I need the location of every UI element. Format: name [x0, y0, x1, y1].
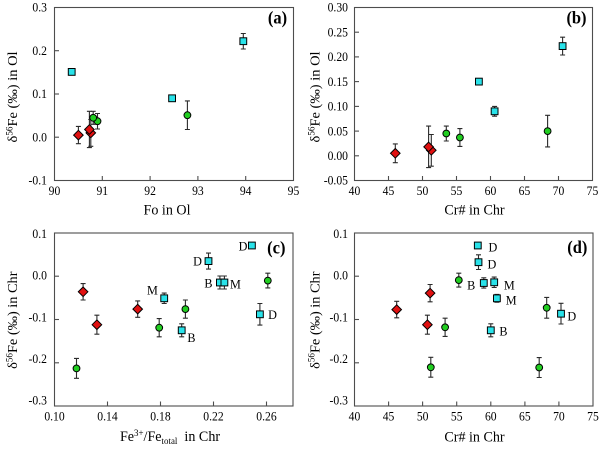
svg-text:60: 60: [485, 409, 497, 423]
svg-text:0.00: 0.00: [328, 149, 348, 163]
svg-text:75: 75: [587, 184, 599, 198]
svg-text:0.0: 0.0: [32, 268, 47, 282]
svg-text:M: M: [230, 277, 241, 291]
svg-text:δ56Fe (‰) in Ol: δ56Fe (‰) in Ol: [4, 51, 21, 142]
svg-text:(a): (a): [268, 8, 287, 28]
svg-text:0.30: 0.30: [328, 0, 348, 14]
svg-text:δ56Fe (‰) in Ol: δ56Fe (‰) in Ol: [307, 51, 324, 142]
svg-text:40: 40: [349, 184, 361, 198]
svg-text:D: D: [488, 240, 497, 254]
svg-text:B: B: [467, 278, 475, 292]
svg-text:90: 90: [49, 184, 61, 198]
svg-text:93: 93: [192, 184, 204, 198]
svg-text:D: D: [268, 308, 277, 322]
svg-text:-0.1: -0.1: [330, 310, 348, 324]
svg-text:-0.1: -0.1: [29, 310, 47, 324]
svg-text:94: 94: [240, 184, 252, 198]
svg-text:-0.05: -0.05: [324, 173, 348, 187]
svg-text:75: 75: [587, 409, 599, 423]
svg-text:0.14: 0.14: [97, 409, 117, 423]
svg-text:0.1: 0.1: [32, 227, 47, 241]
svg-text:70: 70: [553, 184, 565, 198]
svg-text:40: 40: [349, 409, 361, 423]
svg-text:B: B: [499, 324, 507, 338]
svg-text:0.10: 0.10: [44, 409, 64, 423]
svg-text:60: 60: [485, 184, 497, 198]
svg-text:(c): (c): [267, 238, 285, 258]
svg-text:0.05: 0.05: [328, 124, 348, 138]
svg-text:0.2: 0.2: [32, 44, 47, 58]
svg-text:-0.2: -0.2: [330, 352, 348, 366]
svg-text:65: 65: [519, 409, 531, 423]
svg-text:65: 65: [519, 184, 531, 198]
svg-text:45: 45: [383, 184, 395, 198]
svg-text:D: D: [239, 239, 248, 253]
svg-text:0.3: 0.3: [32, 0, 47, 14]
svg-text:(b): (b): [566, 8, 586, 28]
svg-text:δ56Fe (‰) in Chr: δ56Fe (‰) in Chr: [307, 271, 324, 369]
svg-text:0.18: 0.18: [150, 409, 170, 423]
svg-text:0.0: 0.0: [32, 130, 47, 144]
svg-text:D: D: [567, 309, 576, 323]
svg-text:Fo in Ol: Fo in Ol: [144, 202, 191, 218]
svg-text:-0.1: -0.1: [29, 173, 47, 187]
svg-text:δ56Fe (‰) in Chr: δ56Fe (‰) in Chr: [4, 271, 21, 369]
svg-text:0.20: 0.20: [328, 50, 348, 64]
svg-text:55: 55: [451, 184, 463, 198]
svg-text:0.10: 0.10: [328, 99, 348, 113]
svg-text:0.15: 0.15: [328, 74, 348, 88]
svg-text:B: B: [204, 276, 212, 290]
svg-text:45: 45: [383, 409, 395, 423]
svg-text:0.25: 0.25: [328, 25, 348, 39]
svg-text:B: B: [187, 331, 195, 345]
svg-text:M: M: [147, 283, 158, 297]
svg-text:Fe3+/Fetotal in Chr: Fe3+/Fetotal in Chr: [120, 428, 220, 446]
svg-text:Cr# in Chr: Cr# in Chr: [444, 202, 504, 218]
svg-text:92: 92: [144, 184, 156, 198]
svg-text:(d): (d): [567, 237, 587, 257]
svg-text:50: 50: [417, 409, 429, 423]
svg-text:0.1: 0.1: [333, 227, 348, 241]
svg-text:-0.3: -0.3: [29, 393, 47, 407]
svg-text:M: M: [506, 293, 517, 307]
svg-text:91: 91: [96, 184, 108, 198]
svg-text:95: 95: [288, 184, 300, 198]
svg-text:Cr# in Chr: Cr# in Chr: [444, 429, 504, 445]
svg-text:M: M: [504, 278, 515, 292]
svg-text:D: D: [487, 257, 496, 271]
svg-text:-0.2: -0.2: [29, 352, 47, 366]
svg-text:55: 55: [451, 409, 463, 423]
svg-text:D: D: [193, 254, 202, 268]
svg-text:0.26: 0.26: [256, 409, 276, 423]
svg-text:-0.3: -0.3: [330, 393, 348, 407]
svg-text:0.1: 0.1: [32, 87, 47, 101]
svg-text:0.0: 0.0: [333, 268, 348, 282]
svg-text:50: 50: [417, 184, 429, 198]
svg-text:0.22: 0.22: [203, 409, 223, 423]
svg-text:70: 70: [553, 409, 565, 423]
